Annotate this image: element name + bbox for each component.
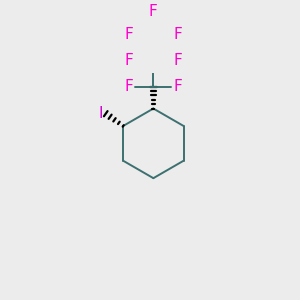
Text: F: F <box>124 79 133 94</box>
Text: F: F <box>124 53 133 68</box>
Text: F: F <box>124 27 133 42</box>
Text: F: F <box>149 4 158 20</box>
Text: F: F <box>174 53 182 68</box>
Text: I: I <box>98 106 103 121</box>
Text: F: F <box>174 79 182 94</box>
Text: F: F <box>174 27 182 42</box>
